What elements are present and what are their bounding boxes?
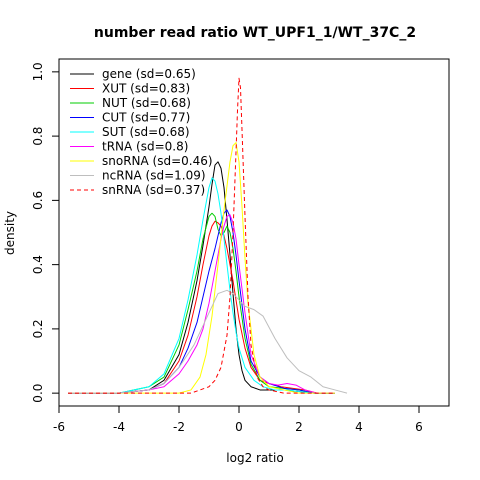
- x-axis: -6 -4 -2 0 2 4 6: [53, 405, 423, 434]
- x-tick-label: 0: [235, 420, 243, 434]
- y-tick-label: 0.8: [31, 127, 45, 146]
- x-tick-label: -2: [173, 420, 185, 434]
- legend-label-6: snoRNA (sd=0.46): [102, 154, 213, 168]
- y-axis: 0.0 0.2 0.4 0.6 0.8 1.0: [31, 62, 60, 403]
- x-axis-label: log2 ratio: [226, 451, 283, 465]
- series-line-5: [68, 214, 335, 394]
- legend-label-7: ncRNA (sd=1.09): [102, 169, 206, 183]
- series-line-7: [68, 289, 348, 394]
- y-tick-label: 1.0: [31, 62, 45, 81]
- legend-label-3: CUT (sd=0.77): [102, 111, 190, 125]
- legend-label-1: XUT (sd=0.83): [102, 82, 190, 96]
- x-tick-label: -6: [53, 420, 65, 434]
- y-tick-label: 0.6: [31, 191, 45, 210]
- y-tick-label: 0.4: [31, 255, 45, 274]
- legend-label-4: SUT (sd=0.68): [102, 125, 190, 139]
- series-layer: [68, 77, 348, 394]
- series-line-4: [68, 177, 335, 394]
- legend-label-5: tRNA (sd=0.8): [102, 140, 188, 154]
- y-tick-label: 0.2: [31, 319, 45, 338]
- legend-label-2: NUT (sd=0.68): [102, 96, 191, 110]
- legend-label-8: snRNA (sd=0.37): [102, 183, 205, 197]
- x-tick-label: -4: [113, 420, 125, 434]
- legend-label-0: gene (sd=0.65): [102, 67, 196, 81]
- series-line-6: [68, 142, 335, 394]
- series-line-0: [68, 161, 335, 394]
- y-tick-label: 0.0: [31, 384, 45, 403]
- x-tick-label: 4: [355, 420, 363, 434]
- x-tick-label: 2: [295, 420, 303, 434]
- legend: gene (sd=0.65)XUT (sd=0.83)NUT (sd=0.68)…: [70, 67, 213, 197]
- series-line-2: [68, 212, 335, 394]
- chart-title: number read ratio WT_UPF1_1/WT_37C_2: [94, 25, 416, 41]
- x-tick-label: 6: [415, 420, 423, 434]
- y-axis-label: density: [3, 211, 17, 255]
